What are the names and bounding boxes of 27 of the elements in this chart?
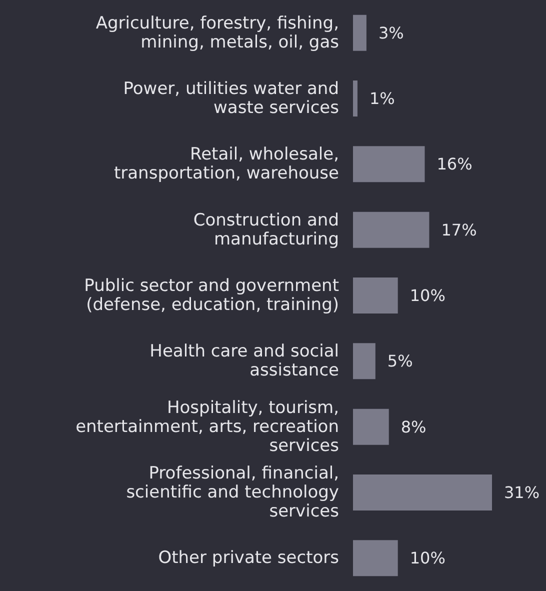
bar bbox=[353, 343, 376, 380]
data-label: 1% bbox=[369, 89, 395, 108]
bar bbox=[353, 146, 425, 182]
data-label: 10% bbox=[410, 286, 446, 305]
data-label: 8% bbox=[400, 417, 426, 436]
y-tick-label: Health care and social assistance bbox=[150, 342, 339, 381]
bar bbox=[353, 408, 389, 445]
y-tick-label: Power, utilities water and waste services bbox=[123, 79, 340, 118]
data-label: 16% bbox=[436, 154, 472, 174]
y-tick-label: Agriculture, forestry, fishing, mining, metals, oil, gas bbox=[96, 13, 340, 52]
data-label: 31% bbox=[504, 483, 540, 502]
y-tick-label: Professional, financial, scientific and technology services bbox=[126, 464, 340, 522]
bar bbox=[353, 212, 430, 248]
data-label: 3% bbox=[378, 23, 404, 42]
data-label: 17% bbox=[441, 220, 477, 240]
y-tick-label: Hospitality, tourism, entertainment, arts, recreation services bbox=[76, 398, 340, 456]
bar bbox=[353, 278, 398, 314]
y-tick-label: Construction and manufacturing bbox=[193, 210, 339, 250]
data-label: 10% bbox=[410, 548, 446, 568]
data-label: 5% bbox=[387, 352, 413, 371]
y-tick-label: Public sector and government (defense, education, training) bbox=[84, 276, 340, 315]
y-tick-label: Retail, wholesale, transportation, warehouse bbox=[114, 144, 339, 184]
bar bbox=[353, 14, 366, 51]
bar bbox=[353, 540, 398, 576]
y-tick-label: Other private sectors bbox=[158, 548, 340, 568]
bar bbox=[353, 80, 358, 116]
bar bbox=[353, 474, 492, 510]
